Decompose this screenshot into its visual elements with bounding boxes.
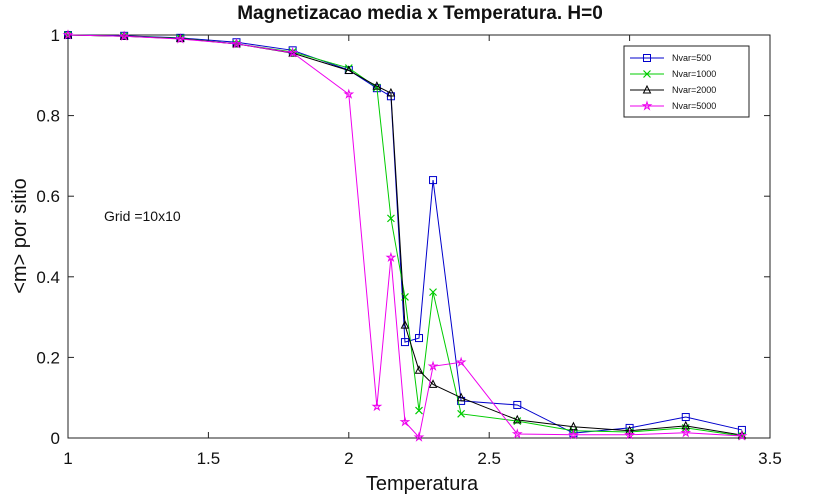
x-tick-label: 2.5	[477, 449, 501, 468]
x-tick-label: 3.5	[758, 449, 782, 468]
legend-marker	[641, 100, 653, 111]
y-tick-label: 1	[51, 26, 60, 45]
data-point	[456, 392, 466, 402]
data-point	[625, 425, 634, 435]
grid-annotation: Grid =10x10	[104, 208, 181, 224]
legend-marker	[643, 54, 651, 62]
data-point	[400, 338, 409, 347]
data-point	[429, 176, 438, 185]
data-point	[429, 288, 437, 297]
data-point	[372, 81, 382, 90]
data-point	[455, 356, 467, 367]
data-point	[428, 379, 438, 388]
data-point	[371, 400, 383, 412]
series-line	[67, 34, 742, 439]
x-tick-label: 3	[625, 449, 634, 468]
data-point	[386, 214, 395, 223]
legend-label: Nvar=1000	[672, 69, 716, 79]
data-point	[680, 427, 692, 438]
data-point	[62, 29, 74, 40]
y-tick-label: 0.6	[36, 187, 60, 206]
legend-marker	[642, 84, 652, 94]
y-axis-label: <m> por sitio	[9, 178, 31, 294]
data-point	[174, 33, 186, 44]
y-tick-label: 0.4	[36, 268, 60, 287]
data-point	[736, 430, 748, 441]
data-point	[427, 360, 439, 371]
x-axis: 1 1.5 2 2.5 3 3.5	[63, 35, 782, 468]
y-axis: 0 0.2 0.4 0.6 0.8 1	[36, 26, 770, 448]
data-point	[413, 431, 425, 442]
data-point	[415, 406, 423, 415]
data-point	[118, 30, 130, 41]
data-point	[457, 409, 466, 418]
data-point	[386, 87, 396, 97]
legend-marker	[643, 70, 651, 78]
data-point	[287, 47, 299, 58]
legend-entry: Nvar=500	[630, 53, 711, 63]
data-point	[344, 65, 354, 74]
data-point	[624, 429, 636, 440]
data-point	[568, 429, 579, 440]
data-point	[415, 334, 423, 343]
legend-label: Nvar=2000	[672, 85, 716, 95]
data-point	[231, 38, 242, 49]
y-tick-label: 0	[51, 429, 60, 448]
series-layer	[62, 29, 748, 442]
data-point	[385, 251, 397, 263]
x-axis-label: Temperatura	[366, 473, 479, 495]
data-point	[512, 414, 522, 424]
data-point	[511, 428, 523, 439]
x-tick-label: 1.5	[197, 449, 221, 468]
x-tick-label: 1	[63, 449, 72, 468]
legend-label: Nvar=5000	[672, 101, 716, 111]
data-point	[63, 29, 73, 39]
legend-label: Nvar=500	[672, 53, 711, 63]
x-tick-label: 2	[344, 449, 353, 468]
y-tick-label: 0.2	[36, 348, 60, 367]
data-point	[343, 88, 355, 99]
legend-entry: Nvar=1000	[630, 69, 716, 79]
legend-entry: Nvar=5000	[630, 100, 716, 111]
data-point	[681, 413, 690, 422]
legend: Nvar=500 Nvar=1000 Nvar=2000 Nvar=5000	[623, 45, 750, 118]
legend-entry: Nvar=2000	[630, 84, 716, 95]
data-point	[513, 400, 522, 409]
data-point	[399, 416, 411, 427]
chart-title: Magnetizacao media x Temperatura. H=0	[237, 3, 603, 24]
y-tick-label: 0.8	[36, 107, 60, 126]
data-point	[414, 365, 424, 374]
data-point	[400, 320, 410, 329]
series-nvar-5000	[62, 29, 748, 442]
